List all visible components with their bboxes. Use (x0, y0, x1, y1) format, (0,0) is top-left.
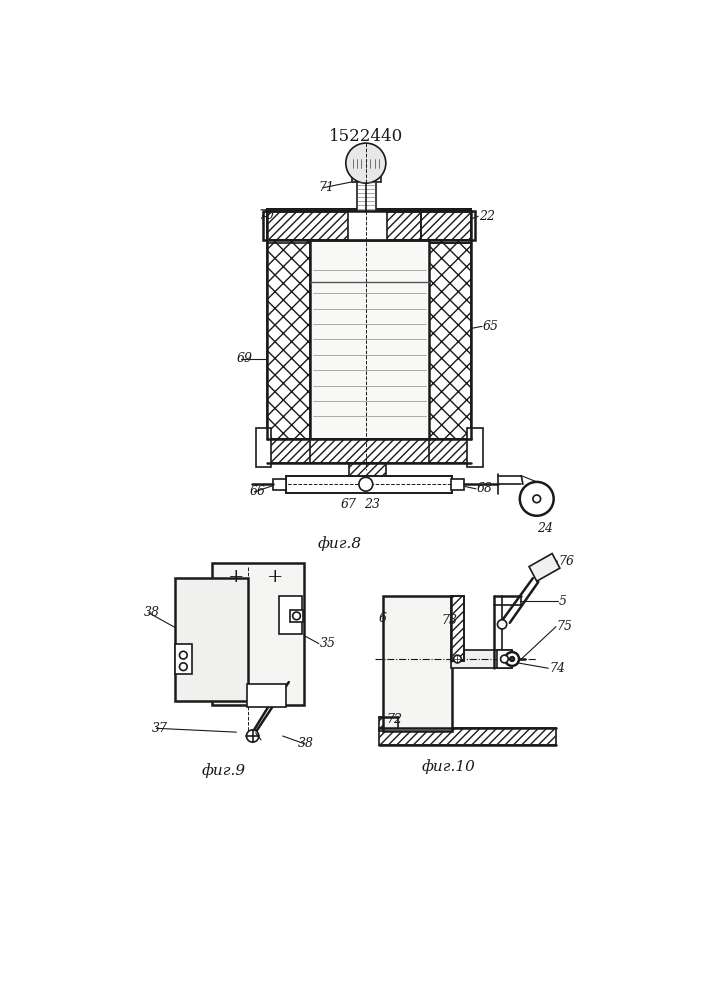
Bar (421, 439, 472, 463)
Text: 6: 6 (379, 612, 387, 625)
Bar (352, 174, 381, 182)
Circle shape (180, 651, 187, 659)
Text: фиг.9: фиг.9 (201, 763, 246, 778)
Text: фиг.10: фиг.10 (421, 759, 475, 774)
Bar (256, 428, 271, 466)
Bar (467, 428, 483, 466)
Text: 35: 35 (320, 637, 336, 650)
Text: 38: 38 (298, 737, 314, 750)
Text: 37: 37 (152, 722, 168, 735)
Bar (349, 463, 386, 485)
Circle shape (293, 612, 300, 620)
Bar (382, 596, 452, 731)
Text: фиг.8: фиг.8 (317, 536, 361, 551)
Text: 76: 76 (559, 555, 574, 568)
Bar (264, 211, 475, 240)
Text: 5: 5 (559, 595, 566, 608)
Bar (421, 209, 472, 243)
Bar (450, 479, 464, 490)
Text: 24: 24 (537, 522, 553, 535)
Text: +: + (267, 568, 284, 586)
Bar (291, 610, 303, 622)
Text: 72: 72 (387, 713, 402, 726)
Text: 69: 69 (236, 352, 252, 365)
Text: 68: 68 (477, 482, 493, 495)
Circle shape (498, 620, 507, 629)
Text: 38: 38 (144, 606, 160, 619)
Bar (267, 211, 472, 240)
Bar (421, 211, 472, 240)
Bar (267, 240, 310, 439)
Circle shape (501, 655, 508, 663)
Text: 71: 71 (318, 181, 334, 194)
Circle shape (533, 495, 541, 503)
Bar (379, 728, 556, 745)
Text: 66: 66 (250, 485, 266, 498)
Circle shape (520, 482, 554, 516)
Circle shape (346, 143, 386, 183)
Bar (267, 209, 472, 243)
Text: 22: 22 (479, 210, 495, 223)
Circle shape (454, 655, 461, 663)
Bar (247, 684, 286, 707)
Bar (279, 596, 302, 634)
Text: 1522440: 1522440 (329, 128, 403, 145)
Bar (357, 177, 376, 211)
Bar (273, 479, 286, 490)
Bar (421, 209, 472, 243)
Circle shape (247, 730, 259, 742)
Bar (310, 439, 429, 463)
Text: 65: 65 (483, 320, 499, 333)
Circle shape (506, 652, 519, 666)
Bar (267, 209, 472, 243)
Bar (175, 644, 192, 674)
Bar (286, 476, 452, 493)
Text: 67: 67 (340, 498, 356, 512)
Text: 74: 74 (549, 662, 565, 675)
Circle shape (359, 477, 373, 491)
Bar (429, 240, 472, 439)
Circle shape (180, 663, 187, 671)
Text: 75: 75 (557, 620, 573, 633)
Text: 70: 70 (258, 209, 274, 222)
Bar (497, 650, 512, 668)
Text: +: + (228, 568, 245, 586)
Text: 73: 73 (441, 614, 457, 627)
Bar (267, 209, 472, 243)
Bar (175, 578, 248, 701)
Bar (212, 563, 304, 705)
Bar (379, 717, 398, 731)
Bar (348, 211, 387, 240)
Bar (267, 439, 472, 463)
Polygon shape (529, 554, 560, 581)
Text: 23: 23 (364, 498, 380, 512)
Bar (450, 596, 464, 661)
Bar (310, 240, 429, 439)
Bar (450, 650, 512, 668)
Circle shape (510, 657, 515, 661)
